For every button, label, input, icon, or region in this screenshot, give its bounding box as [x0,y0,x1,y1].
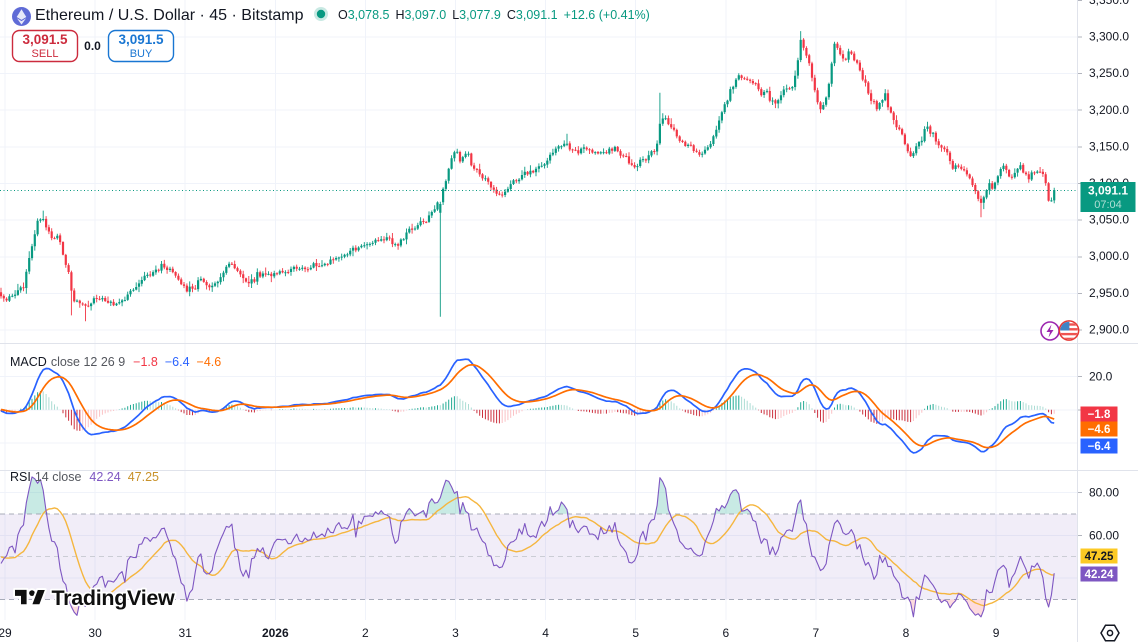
svg-text:60.00: 60.00 [1089,528,1119,542]
svg-text:3,250.0: 3,250.0 [1089,66,1129,80]
svg-text:3,050.0: 3,050.0 [1089,213,1129,227]
svg-text:3,091.5: 3,091.5 [118,32,164,47]
svg-text:3,350.0: 3,350.0 [1089,0,1129,7]
svg-text:3: 3 [452,626,459,640]
svg-text:47.25: 47.25 [1085,551,1114,563]
svg-text:30: 30 [88,626,102,640]
svg-text:3,200.0: 3,200.0 [1089,103,1129,117]
svg-text:3,000.0: 3,000.0 [1089,249,1129,263]
svg-text:Ethereum / U.S. Dollar · 45 ·: Ethereum / U.S. Dollar · 45 · Bitstamp [35,7,304,24]
svg-text:4: 4 [542,626,549,640]
svg-text:3,300.0: 3,300.0 [1089,30,1129,44]
svg-text:O3,078.5H3,097.0L3,077.9C3,091: O3,078.5 H3,097.0 L3,077.9 C3,091.1 +12.6 (+… [338,8,650,22]
svg-text:TradingView: TradingView [52,586,176,610]
svg-text:3,091.5: 3,091.5 [22,32,68,47]
svg-text:07:04: 07:04 [1094,199,1122,211]
svg-text:42.24: 42.24 [1085,569,1114,581]
svg-text:SELL: SELL [32,48,59,60]
svg-text:29: 29 [0,626,12,640]
svg-text:6: 6 [722,626,729,640]
svg-text:2026: 2026 [262,626,289,640]
svg-text:5: 5 [632,626,639,640]
svg-text:3,150.0: 3,150.0 [1089,139,1129,153]
svg-text:31: 31 [179,626,193,640]
svg-text:BUY: BUY [130,48,153,60]
svg-text:−6.4: −6.4 [1088,441,1111,453]
svg-text:3,091.1: 3,091.1 [1088,184,1128,198]
svg-text:−4.6: −4.6 [1088,424,1111,436]
svg-text:20.0: 20.0 [1089,369,1113,383]
svg-text:−1.8: −1.8 [1088,409,1111,421]
svg-text:9: 9 [993,626,1000,640]
svg-text:80.00: 80.00 [1089,486,1119,500]
svg-text:8: 8 [903,626,910,640]
svg-text:7: 7 [813,626,820,640]
svg-text:0.0: 0.0 [84,39,101,53]
svg-text:2: 2 [362,626,369,640]
svg-text:2,950.0: 2,950.0 [1089,286,1129,300]
svg-text:2,900.0: 2,900.0 [1089,323,1129,337]
